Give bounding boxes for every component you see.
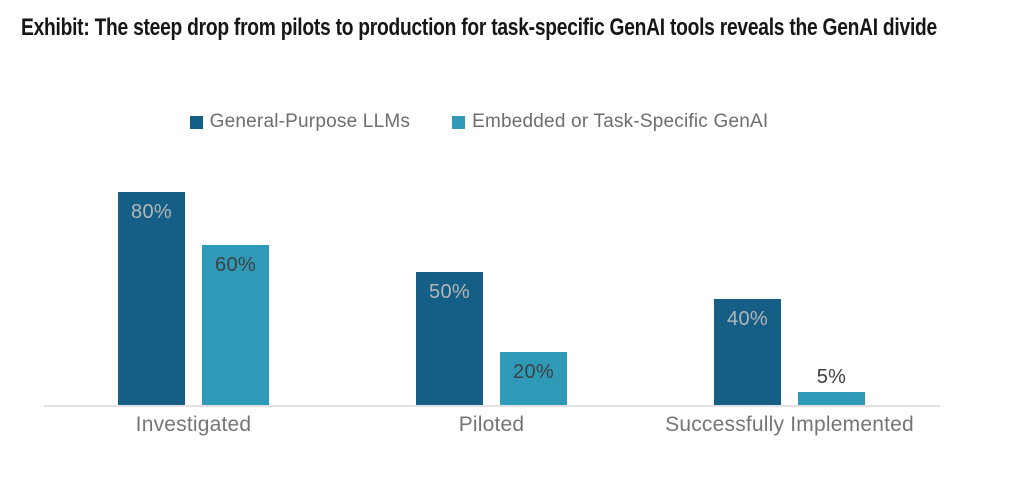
bar-general-purpose-llms-investigated: 80% bbox=[118, 192, 185, 405]
bar-general-purpose-llms-piloted: 50% bbox=[416, 271, 483, 405]
bar-group-piloted: 50% 20% bbox=[416, 160, 567, 405]
bar-value-label: 40% bbox=[727, 307, 768, 330]
bar-general-purpose-llms-successfully-implemented: 40% bbox=[714, 298, 781, 405]
x-axis-label-piloted: Piloted bbox=[458, 413, 525, 436]
bar-group-investigated: 80% 60% bbox=[118, 160, 269, 405]
bar-value-label: 60% bbox=[215, 254, 256, 277]
x-axis-label-investigated: Investigated bbox=[135, 413, 252, 436]
bar-value-label: 20% bbox=[513, 360, 554, 383]
legend-item-embedded-task-specific-genai: Embedded or Task-Specific GenAI bbox=[452, 111, 768, 133]
bar-embedded-or-task-specific-genai-investigated: 60% bbox=[202, 245, 269, 405]
legend: General-Purpose LLMs Embedded or Task-Sp… bbox=[0, 111, 991, 133]
legend-item-general-purpose-llms: General-Purpose LLMs bbox=[189, 111, 411, 133]
legend-label: Embedded or Task-Specific GenAI bbox=[472, 111, 769, 132]
x-axis-label-successfully-implemented: Successfully Implemented bbox=[665, 413, 914, 436]
legend-swatch-icon bbox=[452, 115, 466, 129]
bar-value-label: 50% bbox=[429, 280, 470, 303]
x-axis-labels: Investigated Piloted Successfully Implemen… bbox=[44, 413, 940, 453]
bar-group-successfully-implemented: 40% 5% bbox=[714, 160, 865, 405]
bar-embedded-or-task-specific-genai-piloted: 20% bbox=[500, 351, 567, 405]
bar-value-label: 5% bbox=[816, 365, 847, 388]
plot-area: 80% 60% 50% 20% 40% 5% bbox=[44, 160, 940, 407]
bar-value-label: 80% bbox=[131, 201, 172, 223]
legend-swatch-icon bbox=[189, 115, 203, 129]
bar-embedded-or-task-specific-genai-successfully-implemented: 5% bbox=[798, 366, 865, 405]
chart-title: Exhibit: The steep drop from pilots to p… bbox=[21, 14, 937, 41]
legend-label: General-Purpose LLMs bbox=[209, 111, 411, 132]
